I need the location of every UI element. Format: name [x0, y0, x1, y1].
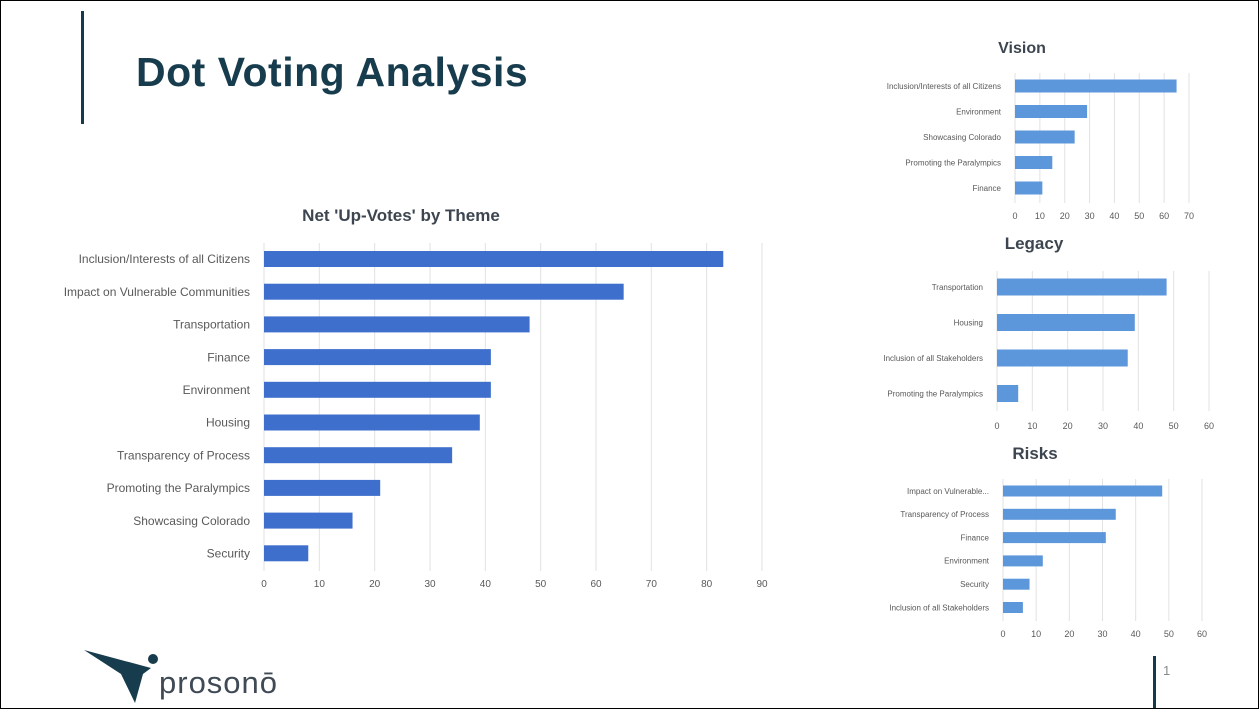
tick-label: 30 — [1097, 629, 1107, 639]
category-label: Transparency of Process — [117, 448, 250, 462]
category-label: Housing — [954, 318, 983, 327]
category-label: Impact on Vulnerable Communities — [64, 285, 250, 299]
category-label: Promoting the Paralympics — [905, 158, 1001, 167]
bar — [997, 385, 1019, 402]
tick-label: 20 — [1064, 629, 1074, 639]
category-label: Finance — [207, 350, 250, 364]
tick-label: 50 — [1134, 211, 1144, 221]
bar — [264, 512, 353, 529]
tick-label: 30 — [424, 579, 436, 590]
category-label: Housing — [206, 416, 250, 430]
page-accent-bar — [1153, 656, 1156, 708]
tick-label: 80 — [701, 579, 713, 590]
tick-label: 10 — [1031, 629, 1041, 639]
tick-label: 20 — [369, 579, 381, 590]
tick-label: 20 — [1060, 211, 1070, 221]
tick-label: 60 — [590, 579, 602, 590]
tick-label: 10 — [1027, 421, 1037, 431]
bar — [1015, 130, 1075, 144]
category-label: Promoting the Paralympics — [887, 389, 983, 398]
category-label: Transportation — [173, 318, 250, 332]
tick-label: 60 — [1204, 421, 1214, 431]
tick-label: 40 — [1131, 629, 1141, 639]
tick-label: 70 — [1184, 211, 1194, 221]
tick-label: 10 — [1035, 211, 1045, 221]
category-label: Promoting the Paralympics — [107, 481, 250, 495]
tick-label: 0 — [994, 421, 999, 431]
category-label: Security — [960, 580, 989, 589]
tick-label: 70 — [646, 579, 658, 590]
bar — [1003, 578, 1030, 590]
bar — [1015, 156, 1053, 169]
page-title: Dot Voting Analysis — [136, 49, 529, 95]
tick-label: 40 — [480, 579, 492, 590]
bar — [264, 545, 309, 562]
bar — [997, 278, 1167, 296]
tick-label: 10 — [314, 579, 326, 590]
title-accent-bar — [81, 11, 84, 124]
category-label: Transportation — [932, 283, 983, 292]
bar — [1003, 532, 1106, 544]
category-label: Inclusion of all Stakeholders — [889, 603, 989, 612]
bar — [1003, 555, 1043, 567]
tick-label: 50 — [1164, 629, 1174, 639]
bar — [1015, 181, 1043, 195]
bar — [1003, 508, 1116, 520]
bar — [264, 283, 624, 300]
bar — [1015, 79, 1177, 93]
bar — [997, 314, 1135, 331]
category-label: Environment — [956, 107, 1002, 116]
category-label: Inclusion/Interests of all Citizens — [79, 252, 250, 266]
category-label: Inclusion of all Stakeholders — [883, 354, 983, 363]
tick-label: 50 — [1169, 421, 1179, 431]
tick-label: 0 — [1012, 211, 1017, 221]
bar — [264, 251, 724, 267]
category-label: Inclusion/Interests of all Citizens — [887, 82, 1001, 91]
bar — [1003, 602, 1023, 613]
category-label: Finance — [973, 184, 1002, 193]
category-label: Impact on Vulnerable... — [907, 487, 989, 496]
category-label: Finance — [961, 533, 990, 542]
tick-label: 90 — [756, 579, 768, 590]
tick-label: 60 — [1159, 211, 1169, 221]
chart-title: Net 'Up-Votes' by Theme — [302, 206, 500, 225]
prosono-logo — [84, 650, 158, 703]
tick-label: 20 — [1063, 421, 1073, 431]
chart-title: Legacy — [1005, 234, 1064, 253]
chart-title: Vision — [998, 40, 1046, 57]
bar — [264, 479, 381, 496]
tick-label: 60 — [1197, 629, 1207, 639]
category-label: Showcasing Colorado — [923, 133, 1001, 142]
bar — [264, 381, 491, 398]
bar — [264, 414, 480, 431]
bar — [264, 447, 453, 464]
tick-label: 50 — [535, 579, 547, 590]
category-label: Security — [207, 547, 250, 561]
tick-label: 30 — [1098, 421, 1108, 431]
category-label: Environment — [183, 383, 251, 397]
tick-label: 0 — [1000, 629, 1005, 639]
tick-label: 40 — [1109, 211, 1119, 221]
page-number: 1 — [1163, 663, 1171, 678]
category-label: Showcasing Colorado — [133, 514, 250, 528]
tick-label: 0 — [261, 579, 267, 590]
logo-text: prosonō — [159, 665, 279, 700]
category-label: Transparency of Process — [900, 510, 989, 519]
tick-label: 30 — [1085, 211, 1095, 221]
category-label: Environment — [944, 557, 990, 566]
bar — [1015, 105, 1088, 118]
bar — [264, 349, 491, 366]
bar — [264, 316, 530, 333]
logo-mark-icon — [84, 650, 151, 703]
chart-title: Risks — [1012, 444, 1057, 463]
tick-label: 40 — [1133, 421, 1143, 431]
logo-dot-icon — [148, 654, 158, 664]
bar — [997, 349, 1128, 367]
bar — [1003, 485, 1163, 497]
